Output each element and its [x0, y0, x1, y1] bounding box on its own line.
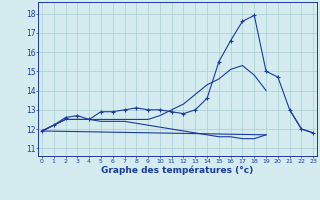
X-axis label: Graphe des températures (°c): Graphe des températures (°c)	[101, 165, 254, 175]
